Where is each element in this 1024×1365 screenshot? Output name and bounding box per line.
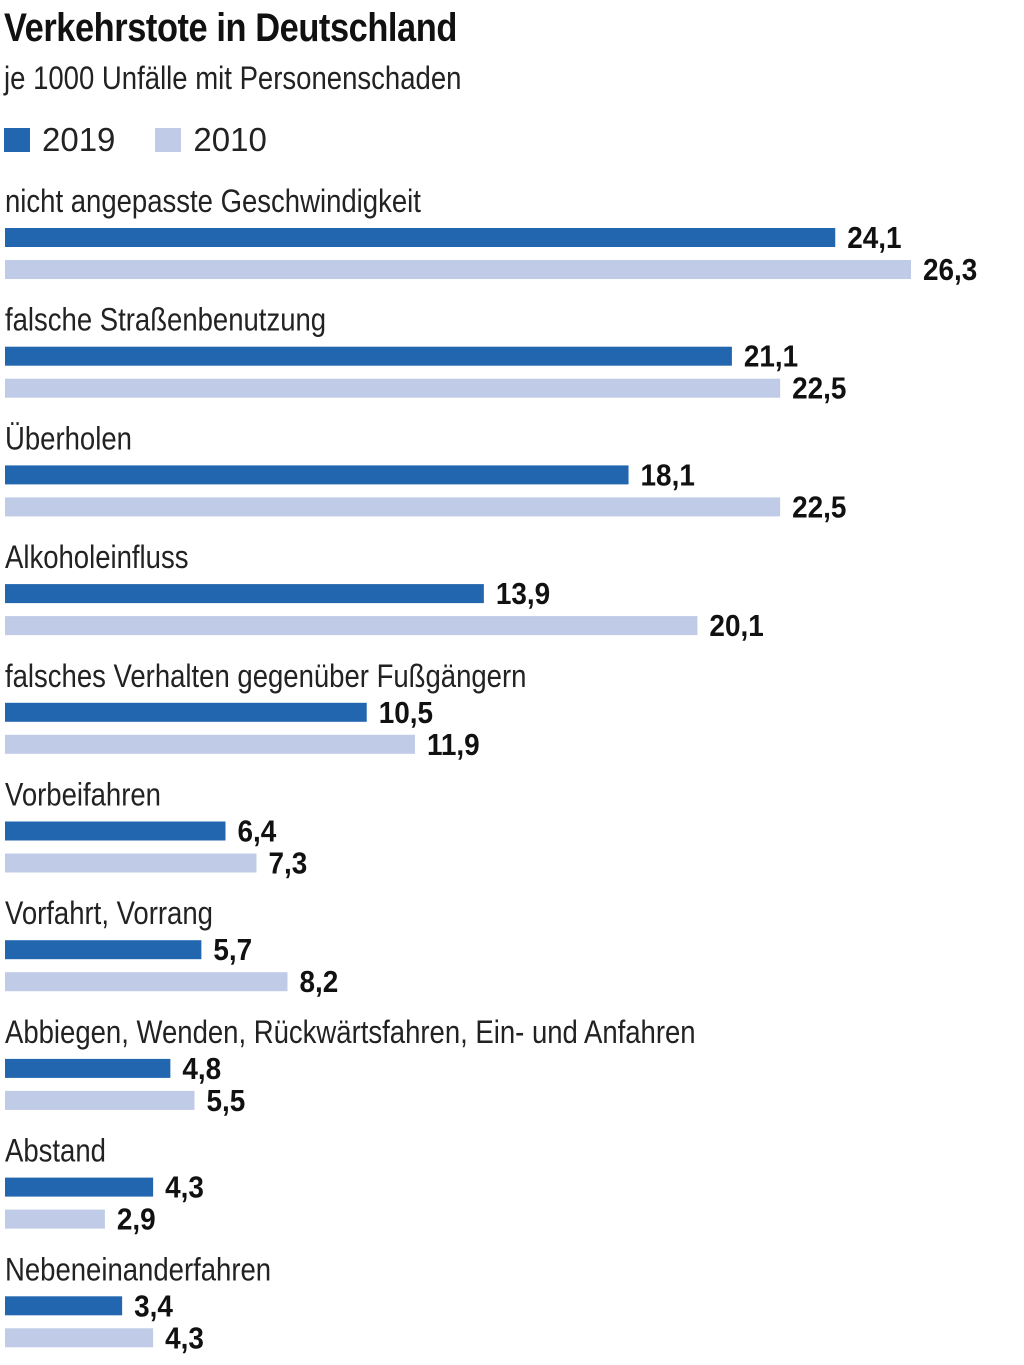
bar-2019 xyxy=(5,940,202,960)
value-label-2019: 6,4 xyxy=(237,814,276,849)
bar-group-abbiegen-wenden-rueckwaertsfahren-ein-und-anfahren: Abbiegen, Wenden, Rückwärtsfahren, Ein- … xyxy=(5,1015,696,1118)
bar-2019 xyxy=(5,228,836,247)
bar-group-ueberholen: Überholen 18,1 22,5 xyxy=(5,422,846,525)
bar-2010 xyxy=(5,1090,195,1110)
value-label-2010: 11,9 xyxy=(427,727,480,762)
category-label: falsche Straßenbenutzung xyxy=(5,303,326,338)
bar-2019 xyxy=(5,465,629,485)
category-label: nicht angepasste Geschwindigkeit xyxy=(5,184,422,219)
value-label-2019: 3,4 xyxy=(134,1289,173,1324)
bar-2010 xyxy=(5,260,912,279)
value-label-2010: 4,3 xyxy=(165,1321,204,1356)
category-label: Vorfahrt, Vorrang xyxy=(5,896,213,931)
bar-2019 xyxy=(5,821,226,841)
legend-label-2019: 2019 xyxy=(42,121,116,158)
bar-2019 xyxy=(5,1058,171,1078)
value-label-2019: 18,1 xyxy=(641,458,695,493)
bar-2010 xyxy=(5,1209,105,1229)
bar-2010 xyxy=(5,1328,154,1348)
value-label-2010: 22,5 xyxy=(792,371,846,406)
bar-group-nicht-angepasste-geschwindigkeit: nicht angepasste Geschwindigkeit 24,1 26,3 xyxy=(5,184,977,287)
bar-2019 xyxy=(5,584,484,604)
category-label: Abbiegen, Wenden, Rückwärtsfahren, Ein- … xyxy=(5,1015,696,1050)
value-label-2010: 26,3 xyxy=(923,253,977,288)
bar-2010 xyxy=(5,853,257,873)
chart-legend: 2019 2010 xyxy=(4,120,307,160)
bar-group-alkoholeinfluss: Alkoholeinfluss 13,9 20,1 xyxy=(5,540,764,643)
bar-group-vorbeifahren: Vorbeifahren 6,47,3 xyxy=(5,778,307,881)
bar-2010 xyxy=(5,972,288,992)
legend-item-2010: 2010 xyxy=(155,121,267,159)
legend-item-2019: 2019 xyxy=(4,121,115,159)
bar-2019 xyxy=(5,702,367,722)
value-label-2019: 13,9 xyxy=(496,577,550,612)
bar-2010 xyxy=(5,734,415,754)
category-label: Abstand xyxy=(5,1134,106,1169)
category-label: falsches Verhalten gegenüber Fußgängern xyxy=(5,659,526,694)
value-label-2019: 21,1 xyxy=(744,339,798,374)
value-label-2019: 10,5 xyxy=(379,695,433,730)
value-label-2010: 5,5 xyxy=(206,1084,245,1119)
value-label-2010: 8,2 xyxy=(299,965,338,1000)
bar-group-abstand: Abstand 4,3 2,9 xyxy=(5,1134,204,1237)
bar-2019 xyxy=(5,346,732,366)
value-label-2019: 24,1 xyxy=(847,221,901,256)
value-label-2019: 5,7 xyxy=(213,933,252,968)
bar-2010 xyxy=(5,378,781,398)
value-label-2019: 4,3 xyxy=(165,1170,204,1205)
value-label-2010: 22,5 xyxy=(792,490,846,525)
chart-subtitle: je 1000 Unfälle mit Personenschaden xyxy=(4,60,462,96)
legend-label-2010: 2010 xyxy=(193,121,267,158)
bar-2010 xyxy=(5,616,698,636)
legend-swatch-2019 xyxy=(4,128,30,152)
bar-group-falsches-verhalten-gegenueber-fussgaengern: falsches Verhalten gegenüber Fußgängern1… xyxy=(5,659,526,762)
bar-2010 xyxy=(5,497,781,517)
category-label: Überholen xyxy=(5,422,132,457)
value-label-2010: 7,3 xyxy=(268,846,307,881)
category-label: Nebeneinanderfahren xyxy=(5,1252,271,1287)
value-label-2019: 4,8 xyxy=(182,1052,221,1087)
category-label: Alkoholeinfluss xyxy=(5,540,188,575)
bar-2019 xyxy=(5,1177,154,1197)
legend-swatch-2010 xyxy=(155,128,182,152)
category-label: Vorbeifahren xyxy=(5,778,161,813)
value-label-2010: 20,1 xyxy=(709,609,763,644)
bar-group-falsche-strassenbenutzung: falsche Straßenbenutzung 21,122,5 xyxy=(5,303,846,406)
bar-2019 xyxy=(5,1296,123,1316)
chart-title: Verkehrstote in Deutschland xyxy=(4,6,457,50)
value-label-2010: 2,9 xyxy=(117,1202,156,1237)
